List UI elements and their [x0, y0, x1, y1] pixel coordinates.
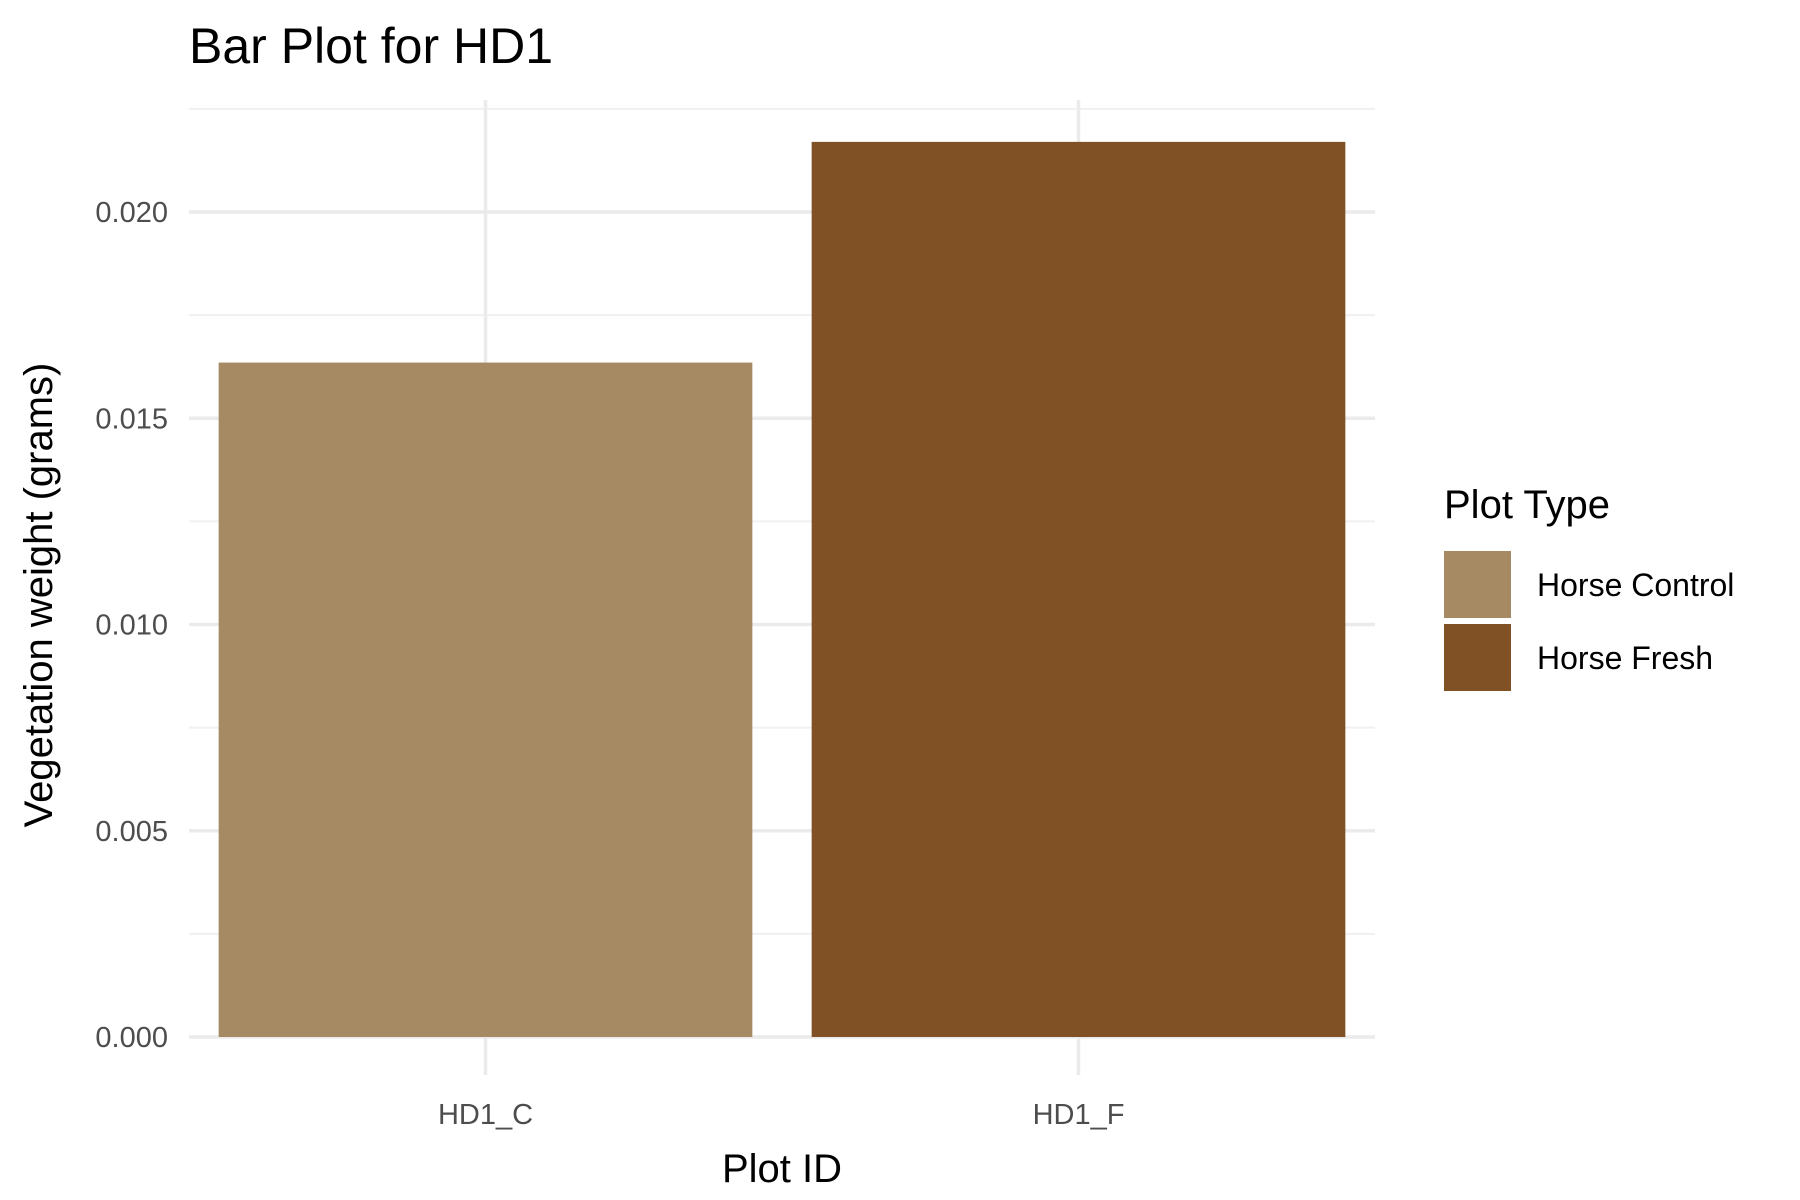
x-axis-title: Plot ID [722, 1147, 842, 1191]
legend-title: Plot Type [1444, 483, 1610, 527]
legend-label-horse-fresh: Horse Fresh [1537, 640, 1713, 676]
x-axis-ticks: HD1_C HD1_F [438, 1099, 1124, 1131]
legend-swatch-horse-control [1444, 551, 1511, 618]
bar-hd1-f [811, 141, 1346, 1037]
y-tick-label: 0.020 [95, 197, 168, 229]
x-tick-label: HD1_F [1033, 1099, 1125, 1131]
bar-hd1-c [218, 362, 753, 1037]
chart-title: Bar Plot for HD1 [189, 18, 553, 74]
y-axis-ticks: 0.000 0.005 0.010 0.015 0.020 [95, 197, 168, 1054]
x-tick-label: HD1_C [438, 1099, 533, 1131]
y-tick-label: 0.000 [95, 1022, 168, 1054]
y-tick-label: 0.015 [95, 403, 168, 435]
y-tick-label: 0.010 [95, 610, 168, 642]
legend: Plot Type Horse Control Horse Fresh [1444, 483, 1734, 691]
legend-swatch-horse-fresh [1444, 624, 1511, 691]
bars [218, 141, 1346, 1037]
y-tick-label: 0.005 [95, 816, 168, 848]
y-axis-title: Vegetation weight (grams) [17, 363, 61, 828]
legend-label-horse-control: Horse Control [1537, 567, 1734, 603]
